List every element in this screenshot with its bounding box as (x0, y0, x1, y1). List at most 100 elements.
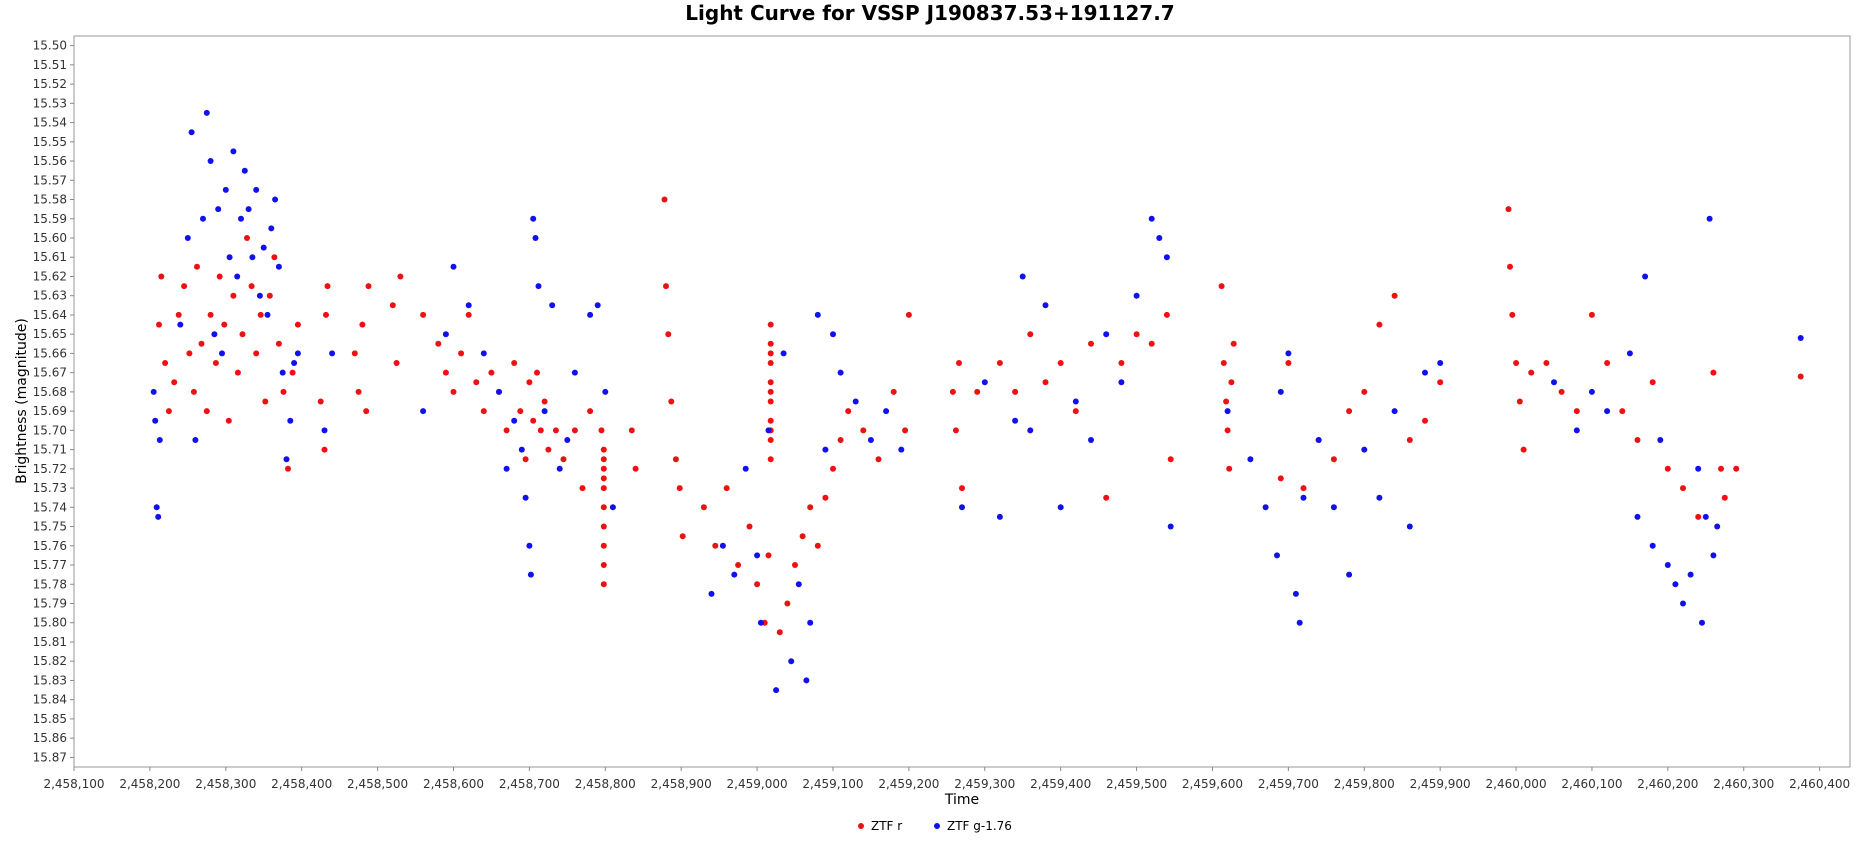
data-point (198, 340, 205, 347)
data-point (1505, 206, 1512, 213)
data-point (245, 206, 252, 213)
data-point (952, 427, 959, 434)
data-point (1042, 302, 1049, 309)
data-point (262, 398, 269, 405)
data-point (511, 417, 518, 424)
data-point (898, 446, 905, 453)
data-point (632, 465, 639, 472)
data-point (465, 302, 472, 309)
data-point (1376, 494, 1383, 501)
data-point (1376, 321, 1383, 328)
y-tick-label: 15.52 (33, 77, 67, 91)
series-ztf-r (156, 196, 1804, 636)
data-point (496, 388, 502, 395)
y-tick-label: 15.62 (33, 269, 67, 283)
data-point (996, 360, 1003, 366)
data-point (324, 283, 331, 290)
data-point (260, 244, 267, 251)
x-axis-title: Time (944, 792, 979, 808)
x-tick-label: 2,458,600 (423, 777, 484, 791)
data-point (480, 408, 487, 415)
y-tick-label: 15.82 (33, 654, 67, 668)
x-tick-label: 2,459,700 (1258, 777, 1319, 791)
y-tick-label: 15.67 (33, 366, 67, 380)
data-point (534, 369, 540, 376)
data-point (420, 408, 427, 415)
data-point (393, 360, 400, 366)
legend-marker-ztf-r (858, 823, 864, 829)
data-point (188, 129, 195, 136)
data-point (1513, 360, 1520, 366)
data-point (1551, 379, 1557, 386)
data-point (1520, 446, 1527, 453)
data-point (1148, 340, 1155, 347)
data-point (1262, 504, 1269, 511)
data-point (238, 215, 244, 222)
data-point (321, 446, 328, 453)
data-point (784, 600, 791, 607)
y-axis-title: Brightness (magnitude) (14, 318, 30, 484)
data-point (956, 360, 962, 366)
data-point (1218, 283, 1225, 290)
data-point (974, 388, 981, 395)
data-point (1718, 465, 1724, 472)
data-point (435, 340, 442, 347)
y-tick-label: 15.73 (33, 481, 67, 495)
data-point (1103, 494, 1110, 501)
data-point (780, 350, 787, 357)
data-point (1710, 369, 1717, 376)
data-point (537, 427, 544, 434)
data-points (150, 109, 1804, 694)
legend: ZTF r ZTF g-1.76 (858, 819, 1012, 833)
data-point (996, 513, 1003, 520)
y-tick-label: 15.80 (33, 616, 67, 630)
data-point (792, 562, 798, 568)
data-point (1680, 600, 1686, 607)
data-point (186, 350, 193, 357)
y-tick-label: 15.79 (33, 596, 67, 610)
y-tick-label: 15.58 (33, 193, 67, 207)
data-point (215, 206, 222, 213)
data-point (587, 311, 594, 318)
data-point (283, 456, 290, 463)
data-point (795, 581, 802, 588)
y-tick-label: 15.85 (33, 712, 67, 726)
data-point (329, 350, 336, 357)
data-point (661, 196, 668, 203)
data-point (598, 427, 605, 434)
data-point (1133, 292, 1140, 299)
data-point (279, 369, 286, 376)
data-point (602, 388, 609, 395)
data-point (222, 186, 229, 193)
data-point (672, 456, 679, 463)
data-point (845, 408, 852, 415)
x-tick-label: 2,459,800 (1334, 777, 1395, 791)
data-point (700, 504, 707, 511)
data-point (1695, 513, 1702, 520)
data-point (1167, 456, 1174, 463)
data-point (192, 437, 199, 443)
data-point (253, 350, 260, 357)
data-point (1103, 331, 1110, 338)
x-tick-label: 2,459,300 (954, 777, 1015, 791)
data-point (1156, 235, 1163, 241)
data-point (1088, 340, 1094, 347)
data-point (1296, 619, 1303, 626)
data-point (289, 369, 296, 376)
data-point (1118, 379, 1125, 386)
data-point (767, 437, 774, 443)
data-point (207, 158, 214, 164)
data-point (248, 283, 255, 290)
data-point (285, 465, 291, 472)
chart-title: Light Curve for VSSP J190837.53+191127.7 (685, 1, 1174, 25)
data-point (1634, 437, 1641, 443)
data-point (1619, 408, 1626, 415)
data-point (207, 311, 214, 318)
data-point (600, 456, 607, 463)
y-tick-label: 15.53 (33, 96, 67, 110)
y-tick-label: 15.70 (33, 423, 67, 437)
data-point (216, 273, 223, 280)
data-point (1649, 379, 1656, 386)
